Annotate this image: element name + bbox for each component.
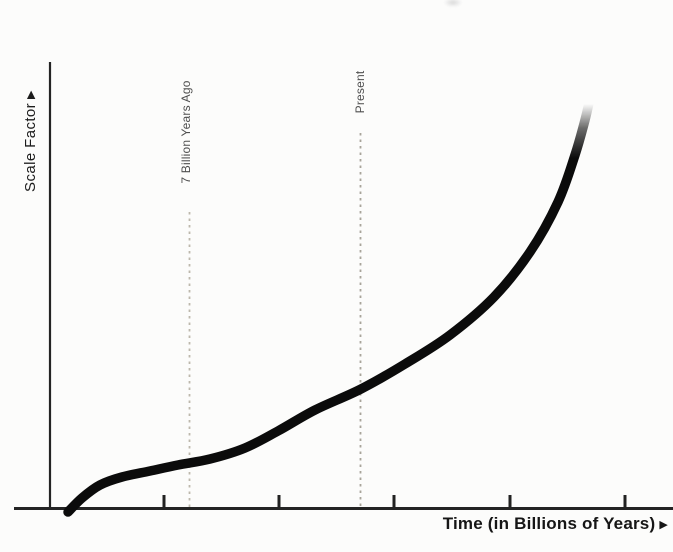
scale-factor-curve bbox=[63, 98, 594, 517]
annotation-7-billion-years-ago: 7 Billion Years Ago bbox=[179, 80, 193, 184]
x-axis-arrow-icon: ▶ bbox=[659, 519, 668, 531]
y-axis-title-text: Scale Factor bbox=[22, 102, 39, 192]
y-axis-arrow-icon: ▶ bbox=[25, 90, 37, 99]
annotation-present: Present bbox=[353, 70, 367, 114]
y-axis-title: Scale Factor ▶ bbox=[22, 61, 42, 221]
x-axis-title: Time (in Billions of Years) ▶ bbox=[443, 514, 668, 534]
x-axis-title-text: Time (in Billions of Years) bbox=[442, 514, 656, 533]
scan-artifact bbox=[444, 0, 462, 7]
